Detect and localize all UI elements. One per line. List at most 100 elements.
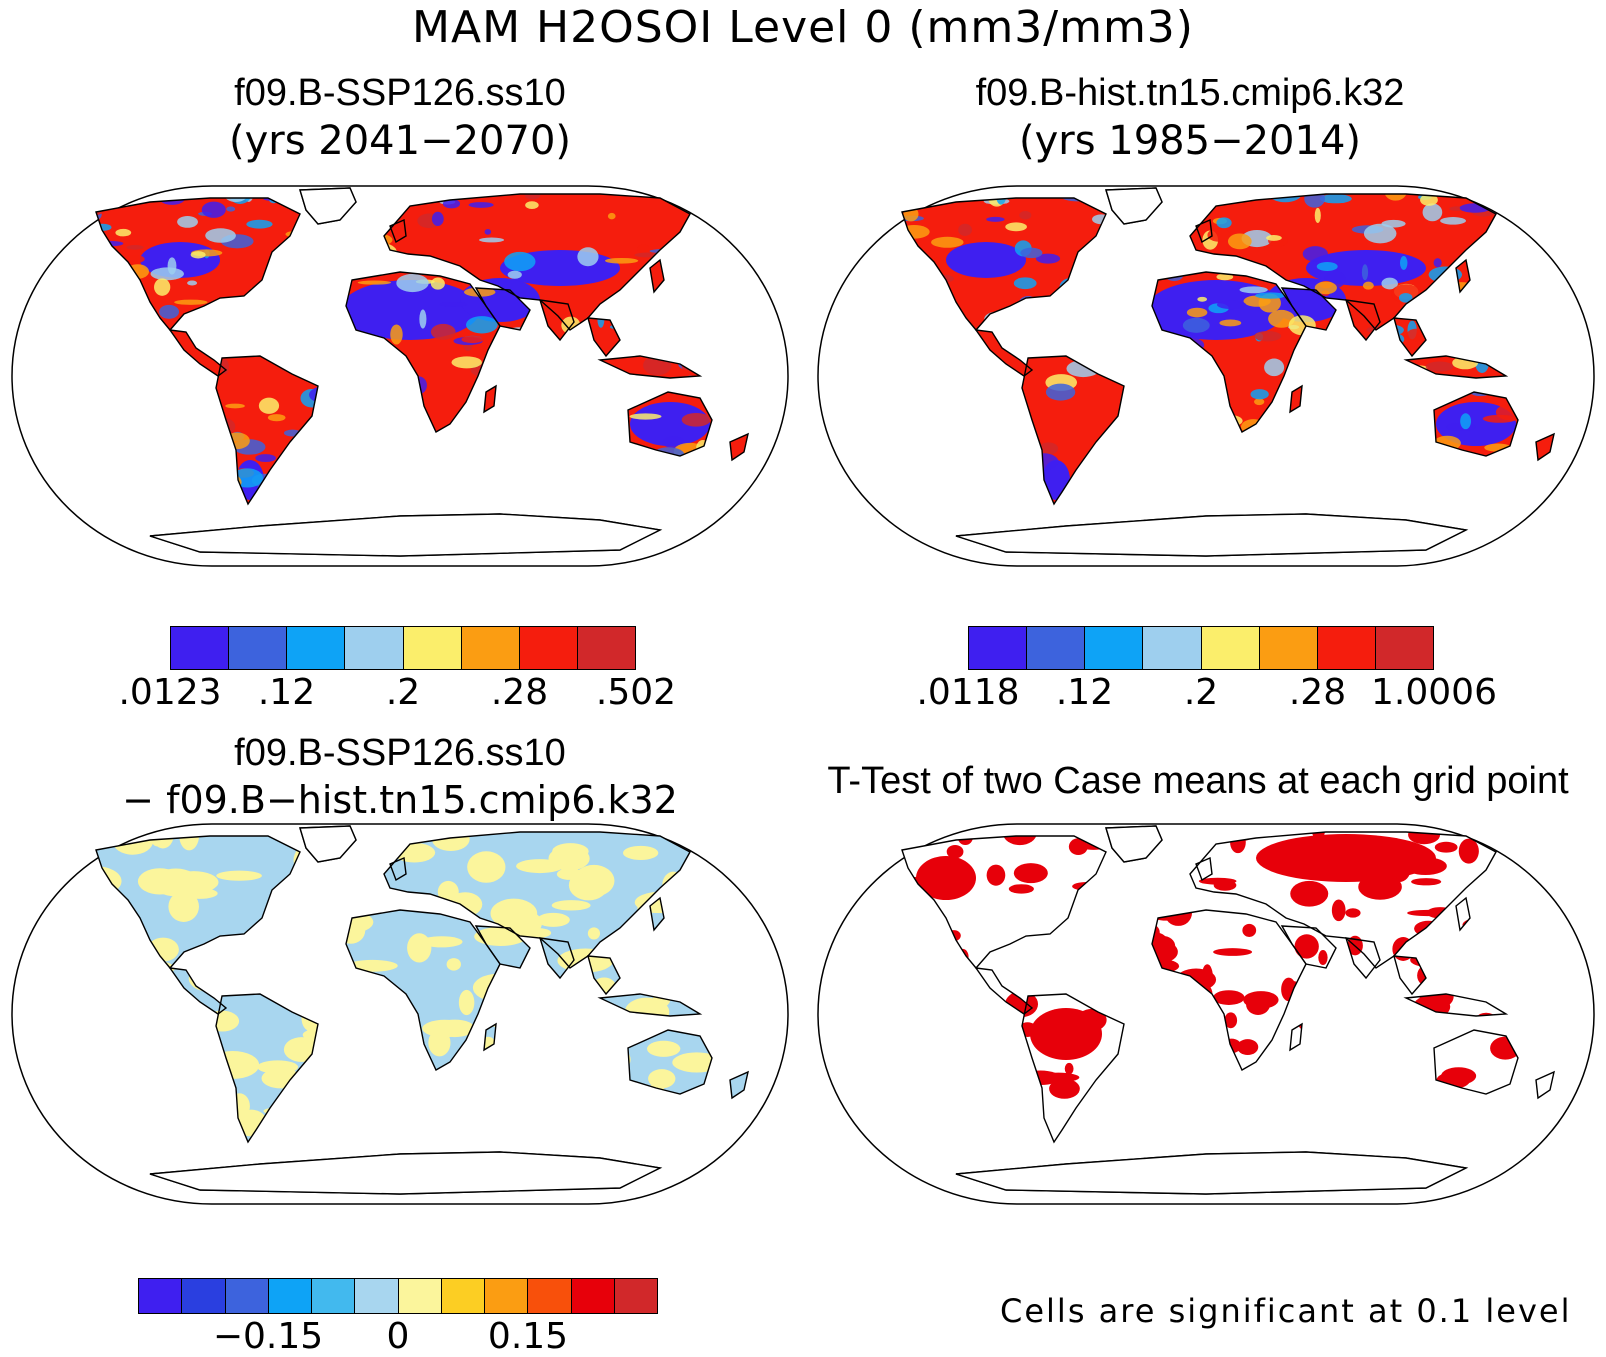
- coastline-centralAmerica: [974, 967, 1034, 1015]
- colorbar-tick-label: .2: [1183, 672, 1219, 713]
- panel-title-top-left: f09.B-SSP126.ss10: [234, 72, 566, 114]
- colorbar-swatch: [441, 1279, 485, 1313]
- colorbar-swatch: [528, 1279, 572, 1313]
- colorbar-swatch: [1027, 627, 1086, 669]
- colorbar-swatch: [571, 1279, 615, 1313]
- coastline-arabia: [1280, 287, 1337, 331]
- colorbar-tick-label: 1.0006: [1371, 672, 1497, 713]
- coastline-australia: [627, 1029, 713, 1095]
- colorbar-swatch: [1259, 627, 1318, 669]
- panel-subtitle-bottom-left: − f09.B−hist.tn15.cmip6.k32: [122, 778, 678, 822]
- colorbar-swatch: [403, 627, 462, 669]
- map-bottom-right: [817, 823, 1595, 1205]
- colorbar-swatch: [182, 1279, 226, 1313]
- antarctica: [149, 1151, 663, 1195]
- coastline-indonesia: [597, 355, 703, 379]
- colorbar-swatch: [287, 627, 346, 669]
- coastline-southAmerica: [215, 993, 319, 1144]
- coastline-seAsia: [587, 317, 621, 358]
- coastline-nz: [1535, 432, 1555, 462]
- coastline-australia: [1433, 391, 1519, 457]
- colorbar-swatch: [969, 627, 1028, 669]
- coastline-southAmerica: [1021, 355, 1125, 506]
- coastline-eurasia: [1189, 193, 1497, 331]
- colorbar-swatch: [1143, 627, 1202, 669]
- coastline-africa: [345, 271, 501, 433]
- coastline-australia: [1433, 1029, 1519, 1095]
- coastline-seAsia: [1393, 955, 1427, 996]
- coastline-northAmerica: [901, 835, 1107, 970]
- coastline-seAsia: [1393, 317, 1427, 358]
- coastline-uk: [389, 218, 407, 244]
- coastline-arabia: [474, 925, 531, 969]
- coastline-africa: [345, 909, 501, 1071]
- antarctica: [149, 513, 663, 557]
- colorbar-swatch: [1317, 627, 1376, 669]
- coastline-nz: [729, 1070, 749, 1100]
- colorbar-tick-label: .502: [595, 672, 677, 713]
- colorbar-tick-label: .12: [1055, 672, 1114, 713]
- coastline-nz: [1535, 1070, 1555, 1100]
- coastline-india: [1345, 937, 1381, 980]
- panel-subtitle-top-right: (yrs 1985−2014): [1019, 118, 1361, 164]
- colorbar-tick-label: .0123: [118, 672, 222, 713]
- coastline-indonesia: [1403, 993, 1509, 1017]
- colorbar-tick-label: .28: [490, 672, 549, 713]
- coastline-eurasia: [1189, 831, 1497, 969]
- significance-note: Cells are significant at 0.1 level: [1000, 1292, 1572, 1330]
- coastline-indonesia: [1403, 355, 1509, 379]
- coastline-nz: [729, 432, 749, 462]
- coastline-northAmerica: [95, 835, 301, 970]
- coastline-japan: [1455, 258, 1471, 294]
- antarctica: [955, 1151, 1469, 1195]
- antarctica: [955, 513, 1469, 557]
- coastline-centralAmerica: [168, 329, 228, 377]
- panel-title-bottom-right: T-Test of two Case means at each grid po…: [827, 760, 1569, 802]
- greenland: [1105, 825, 1163, 863]
- coastline-japan: [1455, 896, 1471, 932]
- coastline-japan: [649, 258, 665, 294]
- coastline-africa: [1151, 909, 1307, 1071]
- coastline-madagascar: [483, 1022, 497, 1052]
- colorbar-swatch: [577, 627, 635, 669]
- coastline-japan: [649, 896, 665, 932]
- colorbar-swatch: [519, 627, 578, 669]
- colorbar-swatch: [268, 1279, 312, 1313]
- coastline-northAmerica: [95, 197, 301, 332]
- map-bottom-left: [11, 823, 789, 1205]
- coastline-uk: [389, 856, 407, 882]
- coastline-uk: [1195, 218, 1213, 244]
- colorbar-swatch: [139, 1279, 183, 1313]
- coastline-seAsia: [587, 955, 621, 996]
- colorbar-tick-label: .2: [385, 672, 421, 713]
- coastline-madagascar: [483, 384, 497, 414]
- coastline-madagascar: [1289, 384, 1303, 414]
- coastline-india: [539, 937, 575, 980]
- panel-title-top-right: f09.B-hist.tn15.cmip6.k32: [975, 72, 1405, 114]
- coastline-southAmerica: [215, 355, 319, 506]
- colorbar-top-left: [170, 626, 636, 670]
- colorbar-swatch: [355, 1279, 399, 1313]
- coastline-arabia: [474, 287, 531, 331]
- coastline-eurasia: [383, 193, 691, 331]
- colorbar-tick-label: .0118: [916, 672, 1020, 713]
- colorbar-tick-label: 0: [386, 1316, 410, 1357]
- colorbar-bottom-left: [138, 1278, 658, 1314]
- greenland: [299, 187, 357, 225]
- greenland: [1105, 187, 1163, 225]
- colorbar-swatch: [461, 627, 520, 669]
- coastline-southAmerica: [1021, 993, 1125, 1144]
- coastline-africa: [1151, 271, 1307, 433]
- colorbar-swatch: [225, 1279, 269, 1313]
- colorbar-tick-label: .12: [257, 672, 316, 713]
- coastline-centralAmerica: [168, 967, 228, 1015]
- panel-subtitle-top-left: (yrs 2041−2070): [229, 118, 571, 164]
- colorbar-swatch: [312, 1279, 356, 1313]
- colorbar-swatch: [1201, 627, 1260, 669]
- colorbar-tick-label: −0.15: [212, 1316, 324, 1357]
- colorbar-swatch: [171, 627, 230, 669]
- colorbar-swatch: [345, 627, 404, 669]
- greenland: [299, 825, 357, 863]
- coastline-centralAmerica: [974, 329, 1034, 377]
- map-top-left: [11, 185, 789, 567]
